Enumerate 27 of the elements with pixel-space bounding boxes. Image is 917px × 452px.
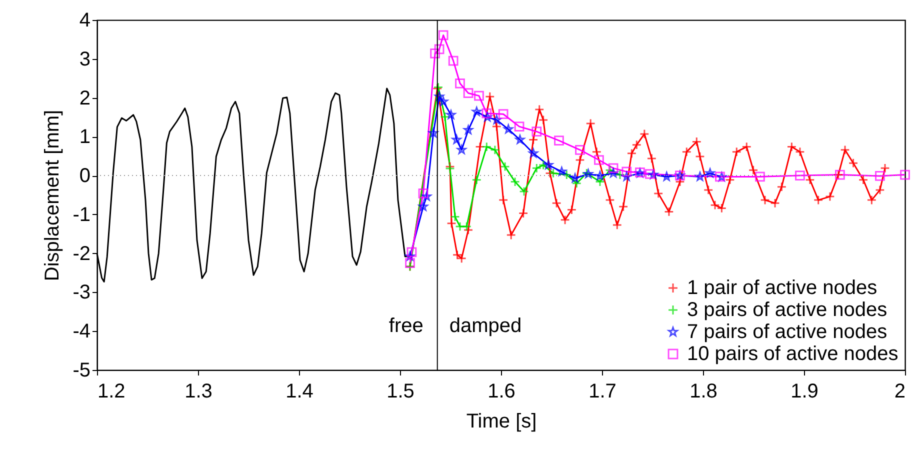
- x-tick-label: 1.3: [184, 380, 212, 402]
- x-tick-label: 1.9: [790, 380, 818, 402]
- legend-label: 1 pair of active nodes: [687, 277, 878, 299]
- y-tick-label: -5: [72, 360, 90, 382]
- x-tick-label: 1.6: [488, 380, 516, 402]
- y-tick-label: -4: [72, 320, 90, 343]
- x-tick-label: 1.4: [286, 380, 314, 402]
- y-tick-label: 2: [79, 87, 90, 110]
- x-tick-label: 1.5: [386, 380, 414, 402]
- x-tick-label: 1.8: [690, 380, 718, 402]
- y-tick-label: -3: [72, 282, 90, 304]
- x-tick-label: 2: [894, 380, 906, 402]
- annotation: damped: [449, 315, 522, 337]
- y-tick-label: 4: [79, 10, 90, 32]
- y-tick-label: -1: [72, 204, 90, 226]
- y-tick-label: 3: [79, 48, 90, 70]
- annotation: free: [388, 315, 424, 337]
- legend-label: 7 pairs of active nodes: [687, 321, 888, 343]
- x-tick-label: 1.7: [588, 380, 616, 402]
- legend-label: 10 pairs of active nodes: [687, 343, 898, 365]
- y-tick-label: 0: [79, 165, 90, 188]
- x-tick-label: 1.2: [98, 380, 126, 402]
- x-axis-title: Time [s]: [466, 410, 537, 432]
- y-axis-title: Displacement [mm]: [42, 110, 64, 282]
- y-tick-label: -2: [72, 242, 90, 265]
- y-tick-label: 1: [79, 126, 90, 148]
- legend-label: 3 pairs of active nodes: [687, 299, 888, 321]
